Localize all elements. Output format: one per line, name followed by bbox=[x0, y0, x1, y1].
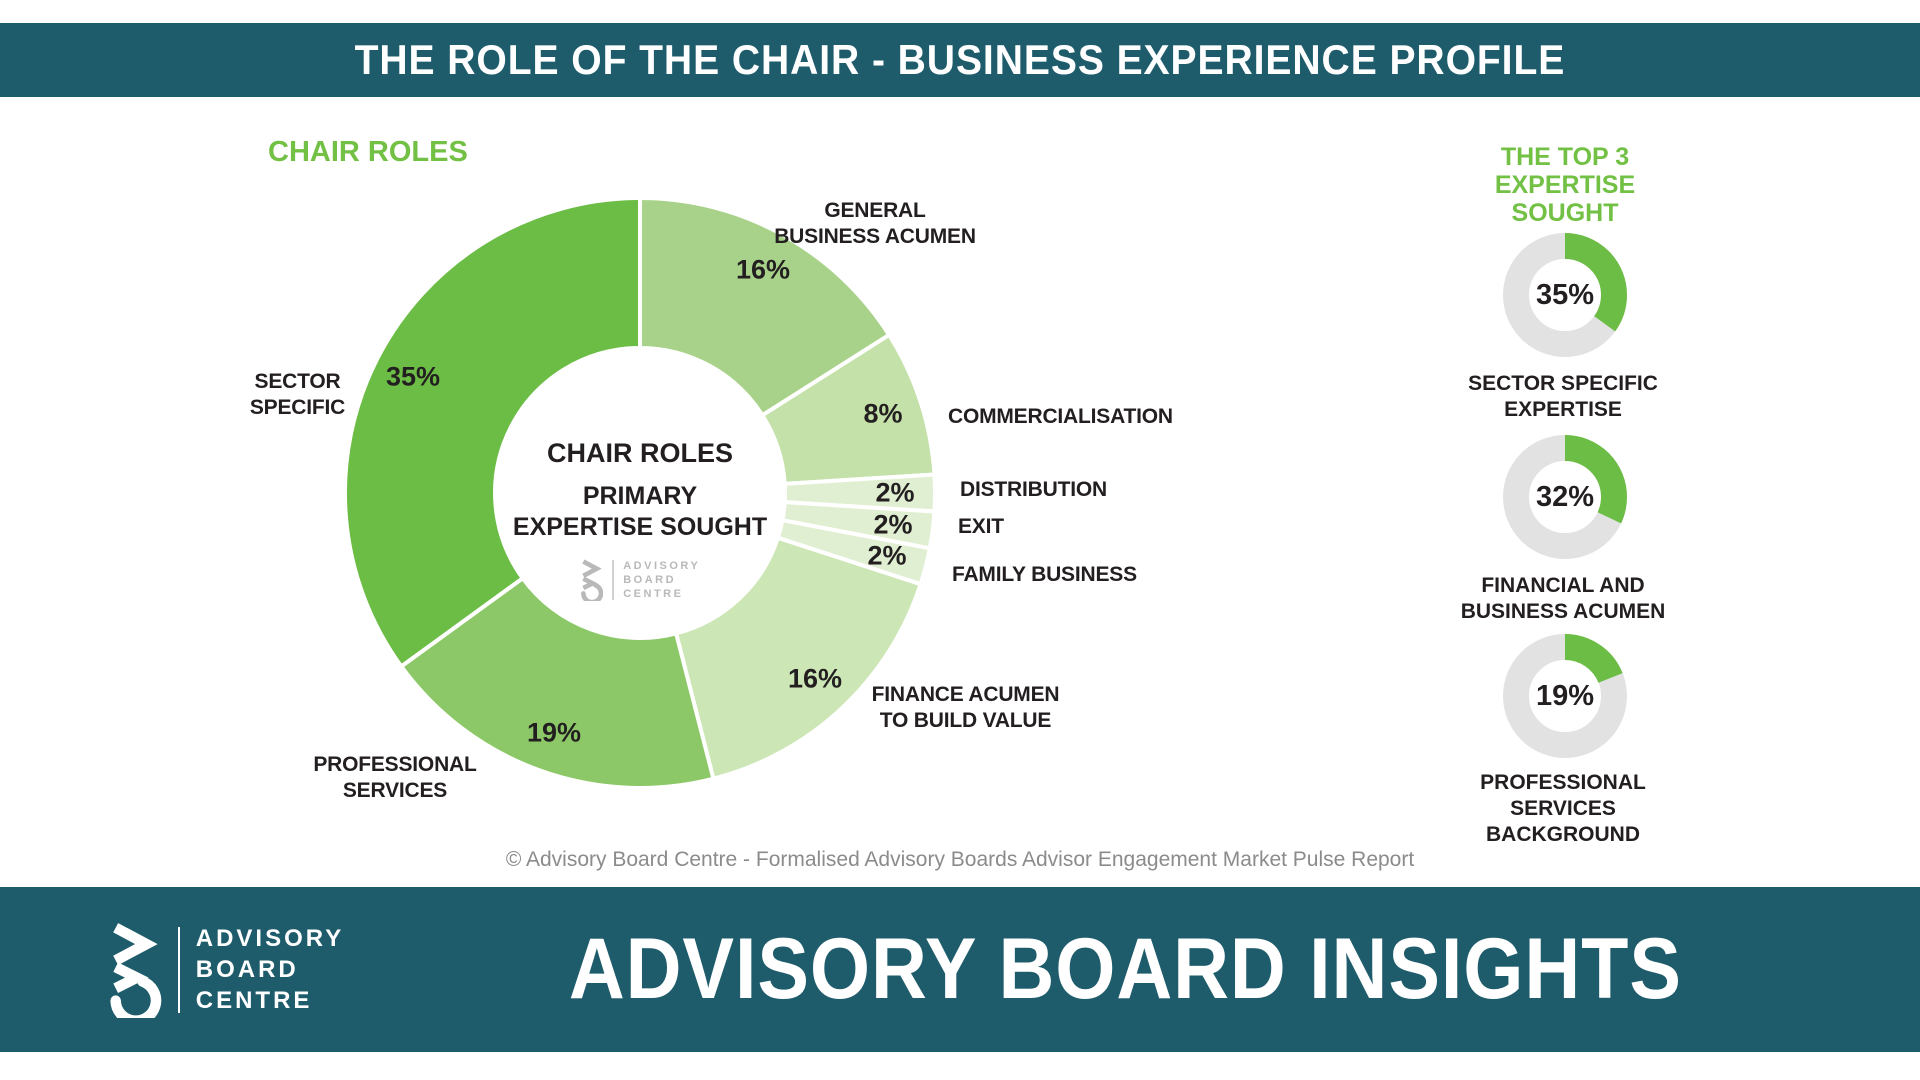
top3-percent-label: 19% bbox=[1535, 679, 1595, 712]
donut-segment-finance-acumen-to-build-value bbox=[674, 535, 923, 781]
segment-label-finance-acumen: FINANCE ACUMEN TO BUILD VALUE bbox=[871, 683, 1060, 732]
abc-mark-icon bbox=[110, 922, 162, 1018]
top3-label-professional-services: PROFESSIONAL SERVICES BACKGROUND bbox=[1480, 771, 1646, 846]
footer-banner: ADVISORY BOARD CENTRE ADVISORY BOARD INS… bbox=[0, 887, 1920, 1052]
donut-center-title: CHAIR ROLES bbox=[546, 438, 733, 468]
top3-donut-financial-business: 32% bbox=[1495, 427, 1635, 567]
segment-percent-general-business-acumen: 16% bbox=[735, 254, 791, 285]
segment-percent-family-business: 2% bbox=[867, 540, 907, 571]
segment-label-general-business-acumen: GENERAL BUSINESS ACUMEN bbox=[774, 199, 976, 248]
top-banner: THE ROLE OF THE CHAIR - BUSINESS EXPERIE… bbox=[0, 23, 1920, 97]
donut-progress-sector-specific-expertise bbox=[1503, 233, 1627, 357]
segment-percent-distribution: 2% bbox=[875, 477, 915, 508]
segment-percent-sector-specific: 35% bbox=[385, 361, 441, 392]
logo-divider bbox=[612, 560, 615, 600]
chair-roles-donut-chart bbox=[342, 196, 937, 790]
top3-label-financial-business: FINANCIAL AND BUSINESS ACUMEN bbox=[1460, 574, 1666, 623]
segment-label-family-business: FAMILY BUSINESS bbox=[952, 563, 1137, 586]
chart-heading: CHAIR ROLES bbox=[268, 136, 468, 168]
top3-donut-professional-services: 19% bbox=[1495, 626, 1635, 766]
segment-percent-finance-acumen-to-build-value: 16% bbox=[787, 663, 843, 694]
logo-divider bbox=[177, 926, 180, 1013]
logo-line: BOARD bbox=[195, 956, 299, 983]
donut-progress-arc bbox=[1503, 233, 1627, 357]
top3-donut-sector-specific: 35% bbox=[1495, 225, 1635, 365]
segment-label-commercialisation: COMMERCIALISATION bbox=[948, 405, 1173, 428]
segment-label-professional-services: PROFESSIONAL SERVICES bbox=[313, 753, 477, 802]
top3-label-sector-specific: SECTOR SPECIFIC EXPERTISE bbox=[1468, 372, 1658, 421]
segment-percent-exit: 2% bbox=[873, 509, 913, 540]
donut-center-text: CHAIR ROLES PRIMARY EXPERTISE SOUGHT ADV… bbox=[480, 438, 800, 601]
donut-segment-professional-services bbox=[399, 576, 716, 790]
segment-percent-professional-services: 19% bbox=[526, 717, 582, 748]
footer-title: ADVISORY BOARD INSIGHTS bbox=[568, 921, 1682, 1017]
logo-line: BOARD bbox=[623, 574, 677, 586]
logo-line: CENTRE bbox=[195, 987, 313, 1014]
segment-label-exit: EXIT bbox=[958, 515, 1004, 538]
logo-wordmark: ADVISORY BOARD CENTRE bbox=[196, 923, 344, 1016]
logo-line: ADVISORY bbox=[623, 560, 701, 572]
donut-progress-financial-and-business-acumen bbox=[1503, 435, 1627, 559]
donut-segment-general-business-acumen bbox=[638, 196, 892, 418]
top3-percent-label: 35% bbox=[1535, 278, 1595, 311]
copyright-text: © Advisory Board Centre - Formalised Adv… bbox=[505, 848, 1415, 871]
segment-percent-commercialisation: 8% bbox=[863, 398, 903, 429]
donut-center-subtitle: PRIMARY EXPERTISE SOUGHT bbox=[512, 482, 768, 541]
footer-title-wrap: ADVISORY BOARD INSIGHTS bbox=[330, 887, 1920, 1052]
advisory-board-centre-logo: ADVISORY BOARD CENTRE bbox=[480, 559, 800, 601]
segment-label-sector-specific: SECTOR SPECIFIC bbox=[249, 370, 346, 419]
logo-line: CENTRE bbox=[623, 588, 684, 600]
top3-heading: THE TOP 3 EXPERTISE SOUGHT bbox=[1494, 143, 1636, 227]
abc-mark-icon bbox=[580, 559, 603, 601]
page-title: THE ROLE OF THE CHAIR - BUSINESS EXPERIE… bbox=[354, 36, 1566, 83]
donut-progress-arc bbox=[1503, 634, 1627, 758]
donut-progress-professional-services-background bbox=[1503, 634, 1627, 758]
top3-percent-label: 32% bbox=[1535, 480, 1595, 513]
donut-segment-sector-specific bbox=[342, 196, 642, 669]
logo-line: ADVISORY bbox=[195, 925, 345, 952]
advisory-board-centre-logo-footer: ADVISORY BOARD CENTRE bbox=[108, 922, 344, 1018]
logo-wordmark: ADVISORY BOARD CENTRE bbox=[623, 559, 700, 601]
segment-label-distribution: DISTRIBUTION bbox=[960, 478, 1107, 501]
donut-progress-arc bbox=[1503, 435, 1627, 559]
